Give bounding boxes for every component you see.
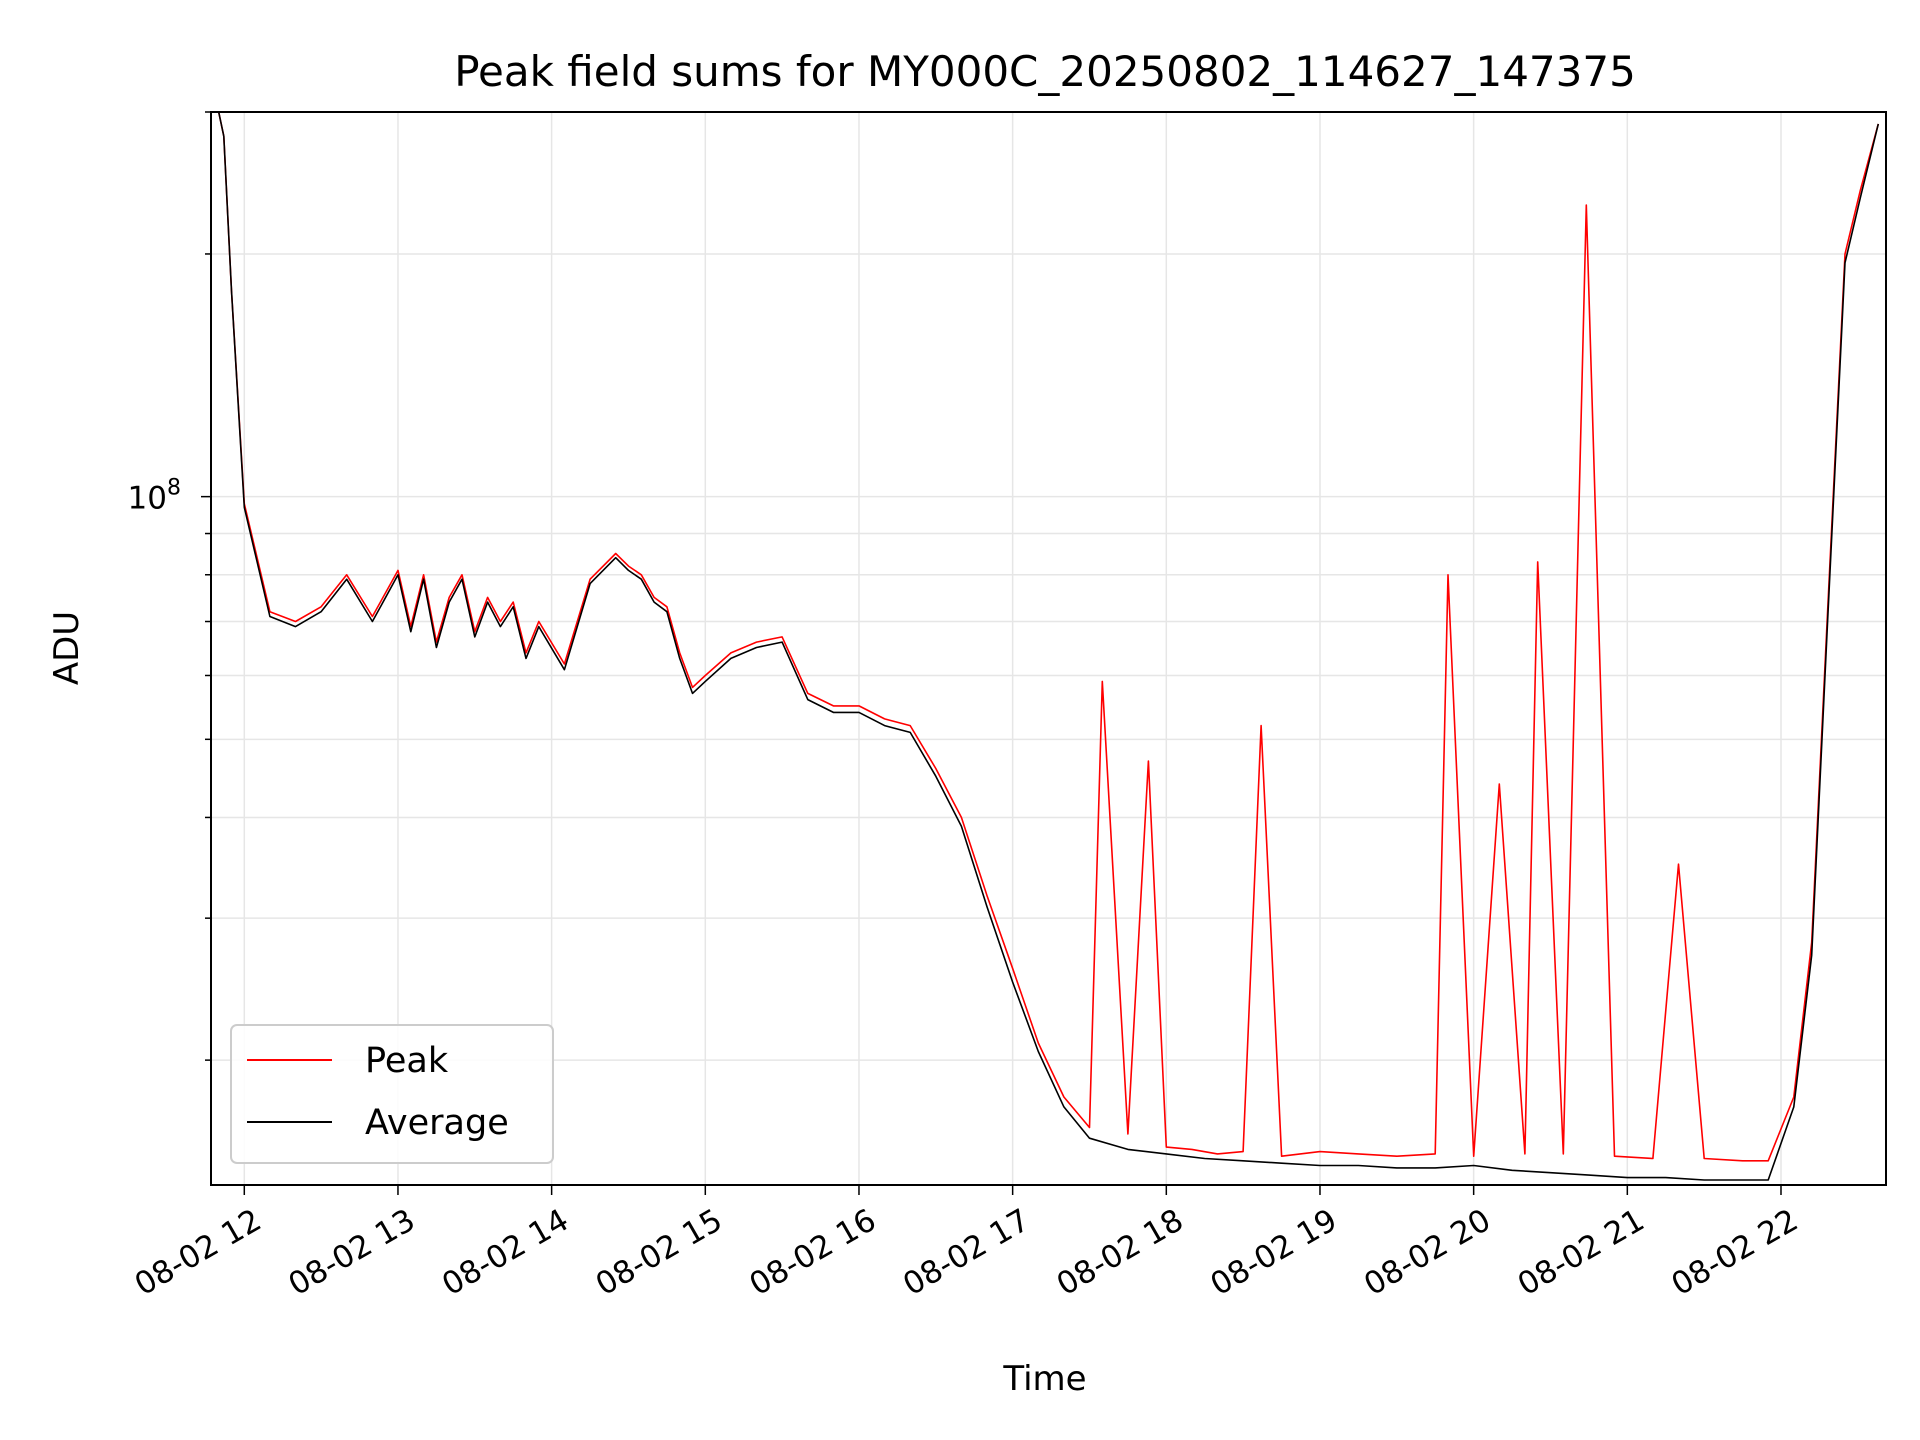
- legend: Peak Average: [230, 1024, 554, 1164]
- series-line-peak: [217, 112, 1880, 1162]
- legend-label-average: Average: [365, 1103, 509, 1143]
- plot-frame: [210, 111, 1887, 1186]
- y-tick-label: 108: [128, 476, 181, 517]
- series-line-average: [217, 112, 1880, 1181]
- chart-title: Peak field sums for MY000C_20250802_1146…: [454, 47, 1636, 96]
- y-axis: 108: [128, 111, 211, 1061]
- y-axis-label: ADU: [47, 611, 87, 685]
- plot-area: [210, 111, 1887, 1186]
- x-axis-label: Time: [1002, 1359, 1086, 1399]
- legend-label-peak: Peak: [365, 1041, 449, 1081]
- series-lines: [217, 112, 1880, 1181]
